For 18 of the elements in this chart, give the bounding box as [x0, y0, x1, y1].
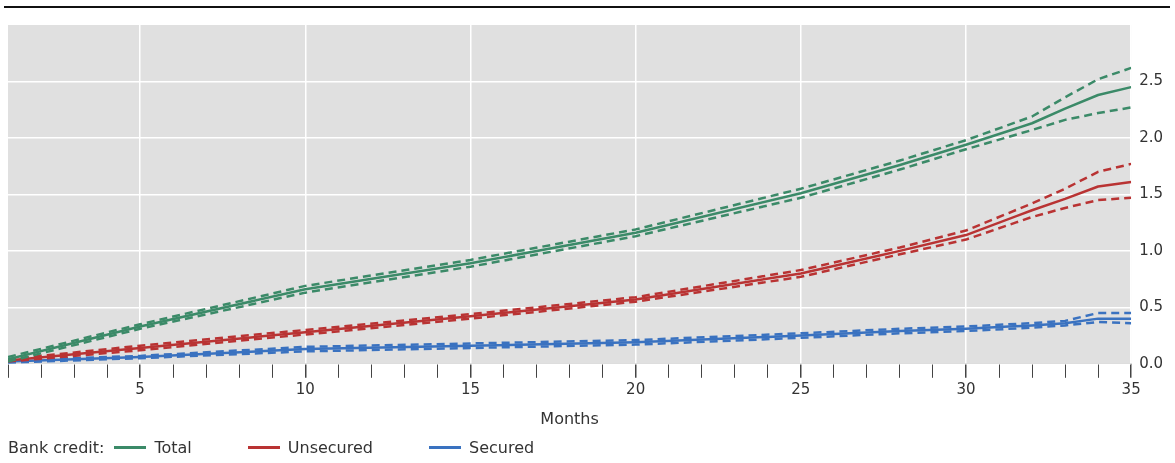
x-tick-label: 35	[1121, 379, 1141, 398]
legend-title: Bank credit:	[8, 438, 105, 457]
x-tick-label: 10	[295, 379, 315, 398]
y-tick-label: 1.5	[1139, 184, 1163, 203]
y-tick-label: 2.0	[1139, 127, 1163, 146]
x-tick-label: 5	[135, 379, 145, 398]
x-tick-label: 25	[791, 379, 811, 398]
x-tick-label: 15	[460, 379, 481, 398]
y-tick-label: 0.0	[1139, 353, 1163, 372]
legend-label: Total	[154, 438, 192, 457]
x-axis-title: Months	[540, 408, 599, 428]
legend-label: Secured	[468, 438, 535, 457]
x-tick-label: 30	[956, 379, 976, 398]
y-tick-label: 2.5	[1139, 71, 1163, 90]
y-tick-label: 1.0	[1139, 240, 1163, 259]
y-tick-label: 0.5	[1139, 297, 1163, 316]
x-tick-label: 20	[626, 379, 646, 398]
legend-label: Unsecured	[287, 438, 373, 457]
